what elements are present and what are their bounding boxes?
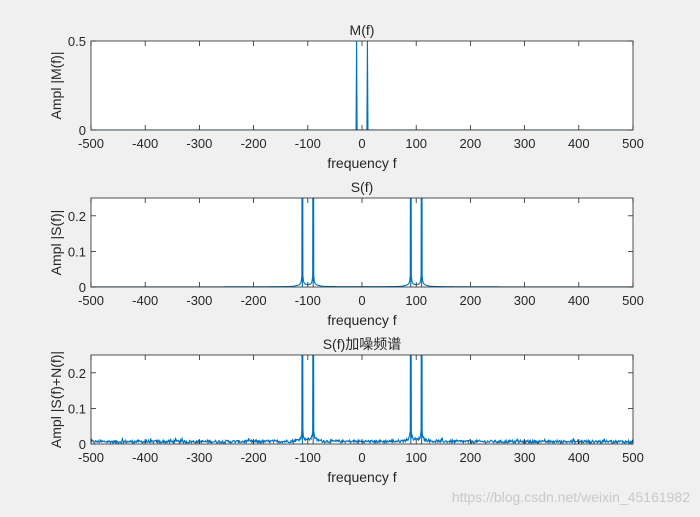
series-line bbox=[91, 41, 633, 130]
x-tick-label: 400 bbox=[568, 450, 590, 465]
plot-area bbox=[91, 355, 633, 444]
y-tick-label: 0 bbox=[79, 280, 86, 295]
x-tick-label: -300 bbox=[186, 136, 212, 151]
x-tick-label: 100 bbox=[405, 450, 427, 465]
x-tick-label: -100 bbox=[295, 136, 321, 151]
y-tick-label: 0.5 bbox=[68, 34, 86, 49]
chart-title: S(f)加噪频谱 bbox=[323, 336, 402, 352]
x-tick-label: 100 bbox=[405, 293, 427, 308]
x-tick-label: -500 bbox=[78, 293, 104, 308]
x-tick-label: -200 bbox=[241, 450, 267, 465]
x-tick-label: -400 bbox=[132, 450, 158, 465]
y-tick-label: 0 bbox=[79, 123, 86, 138]
y-axis-label: Ampl |S(f)| bbox=[48, 210, 64, 276]
y-axis-label: Ampl |M(f)| bbox=[48, 52, 64, 120]
y-tick-label: 0 bbox=[79, 437, 86, 452]
x-tick-label: -500 bbox=[78, 136, 104, 151]
plot-area bbox=[91, 198, 633, 287]
x-tick-label: 0 bbox=[358, 450, 365, 465]
y-tick-label: 0.2 bbox=[68, 366, 86, 381]
x-tick-label: 200 bbox=[460, 293, 482, 308]
y-axis-label: Ampl |S(f)+N(f)| bbox=[48, 351, 64, 448]
x-tick-label: 300 bbox=[514, 450, 536, 465]
y-tick-label: 0.2 bbox=[68, 209, 86, 224]
x-tick-label: 400 bbox=[568, 293, 590, 308]
subplot-3: -500 -400 -300 -200 -100 0 100 200 300 400 500 0 0.1… bbox=[48, 336, 644, 485]
x-tick-label: 500 bbox=[622, 450, 644, 465]
subplot-1: -500 -400 -300 -200 -100 0 100 200 300 400 500 0 0.5… bbox=[48, 22, 644, 171]
x-axis-label: frequency f bbox=[327, 155, 396, 171]
x-axis-label: frequency f bbox=[327, 312, 396, 328]
series-line-group bbox=[91, 41, 633, 130]
x-tick-label: -100 bbox=[295, 293, 321, 308]
x-tick-label: 0 bbox=[358, 136, 365, 151]
x-tick-label: 200 bbox=[460, 136, 482, 151]
y-tick-label: 0.1 bbox=[68, 244, 86, 259]
x-tick-label: 300 bbox=[514, 136, 536, 151]
x-tick-label: -300 bbox=[186, 293, 212, 308]
x-tick-label: 100 bbox=[405, 136, 427, 151]
x-tick-label: -400 bbox=[132, 136, 158, 151]
x-tick-label: -100 bbox=[295, 450, 321, 465]
x-tick-label: -300 bbox=[186, 450, 212, 465]
x-tick-label: -400 bbox=[132, 293, 158, 308]
x-tick-label: -500 bbox=[78, 450, 104, 465]
x-tick-label: -200 bbox=[241, 136, 267, 151]
y-tick-label: 0.1 bbox=[68, 401, 86, 416]
x-tick-label: 400 bbox=[568, 136, 590, 151]
plot-area bbox=[91, 41, 633, 130]
chart-title: M(f) bbox=[350, 22, 375, 38]
x-tick-label: 500 bbox=[622, 136, 644, 151]
x-tick-label: 300 bbox=[514, 293, 536, 308]
subplot-2: -500 -400 -300 -200 -100 0 100 200 300 400 500 0 0.1… bbox=[48, 179, 644, 328]
x-tick-label: -200 bbox=[241, 293, 267, 308]
x-tick-label: 500 bbox=[622, 293, 644, 308]
x-tick-label: 200 bbox=[460, 450, 482, 465]
x-axis-label: frequency f bbox=[327, 469, 396, 485]
x-tick-label: 0 bbox=[358, 293, 365, 308]
watermark-text: https://blog.csdn.net/weixin_45161982 bbox=[451, 489, 690, 505]
chart-title: S(f) bbox=[351, 179, 374, 195]
